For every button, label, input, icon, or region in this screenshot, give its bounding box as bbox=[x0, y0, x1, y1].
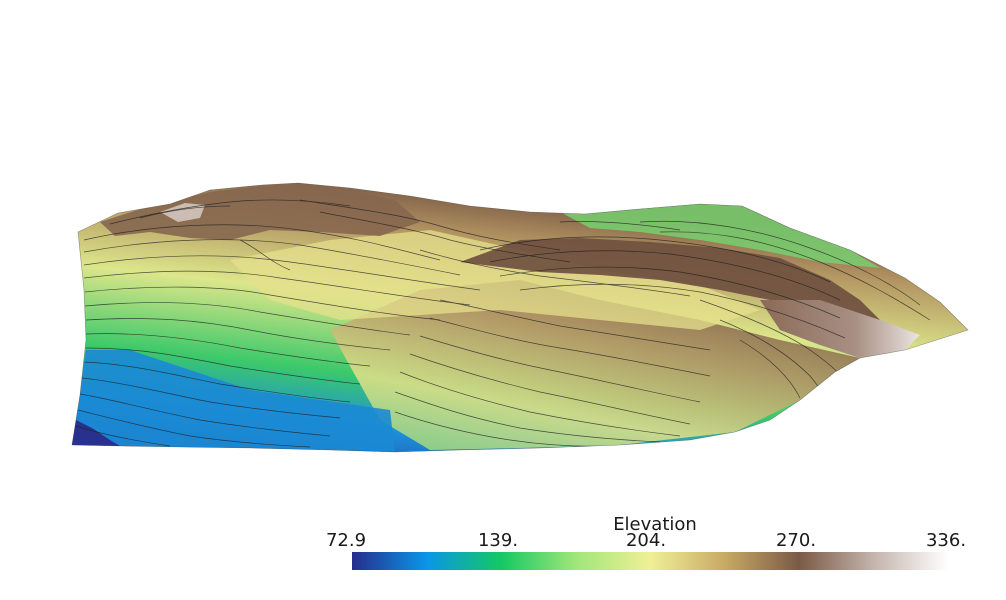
surface-outline bbox=[71, 182, 969, 453]
colorbar-tick-label: 270. bbox=[775, 530, 817, 551]
central-ridge bbox=[460, 238, 880, 340]
colorbar-tick-labels: 72.9 139. 204. 270. 336. bbox=[326, 530, 970, 552]
southwest-deep bbox=[72, 420, 120, 446]
southeast-peak bbox=[760, 300, 920, 358]
colorbar-tick-label: 204. bbox=[625, 530, 667, 551]
colorbar-tick-label: 336. bbox=[925, 530, 967, 551]
colorbar-title: Elevation bbox=[613, 514, 697, 535]
colorbar-tick-label: 139. bbox=[477, 530, 519, 551]
middle-band bbox=[230, 230, 760, 330]
northeast-shelf bbox=[560, 204, 880, 268]
elevation-colorbar bbox=[352, 552, 948, 570]
southwest-lowland bbox=[72, 350, 395, 452]
east-plateau bbox=[330, 280, 860, 450]
contour-lines bbox=[75, 199, 931, 448]
colorbar-tick-label: 72.9 bbox=[325, 530, 367, 551]
